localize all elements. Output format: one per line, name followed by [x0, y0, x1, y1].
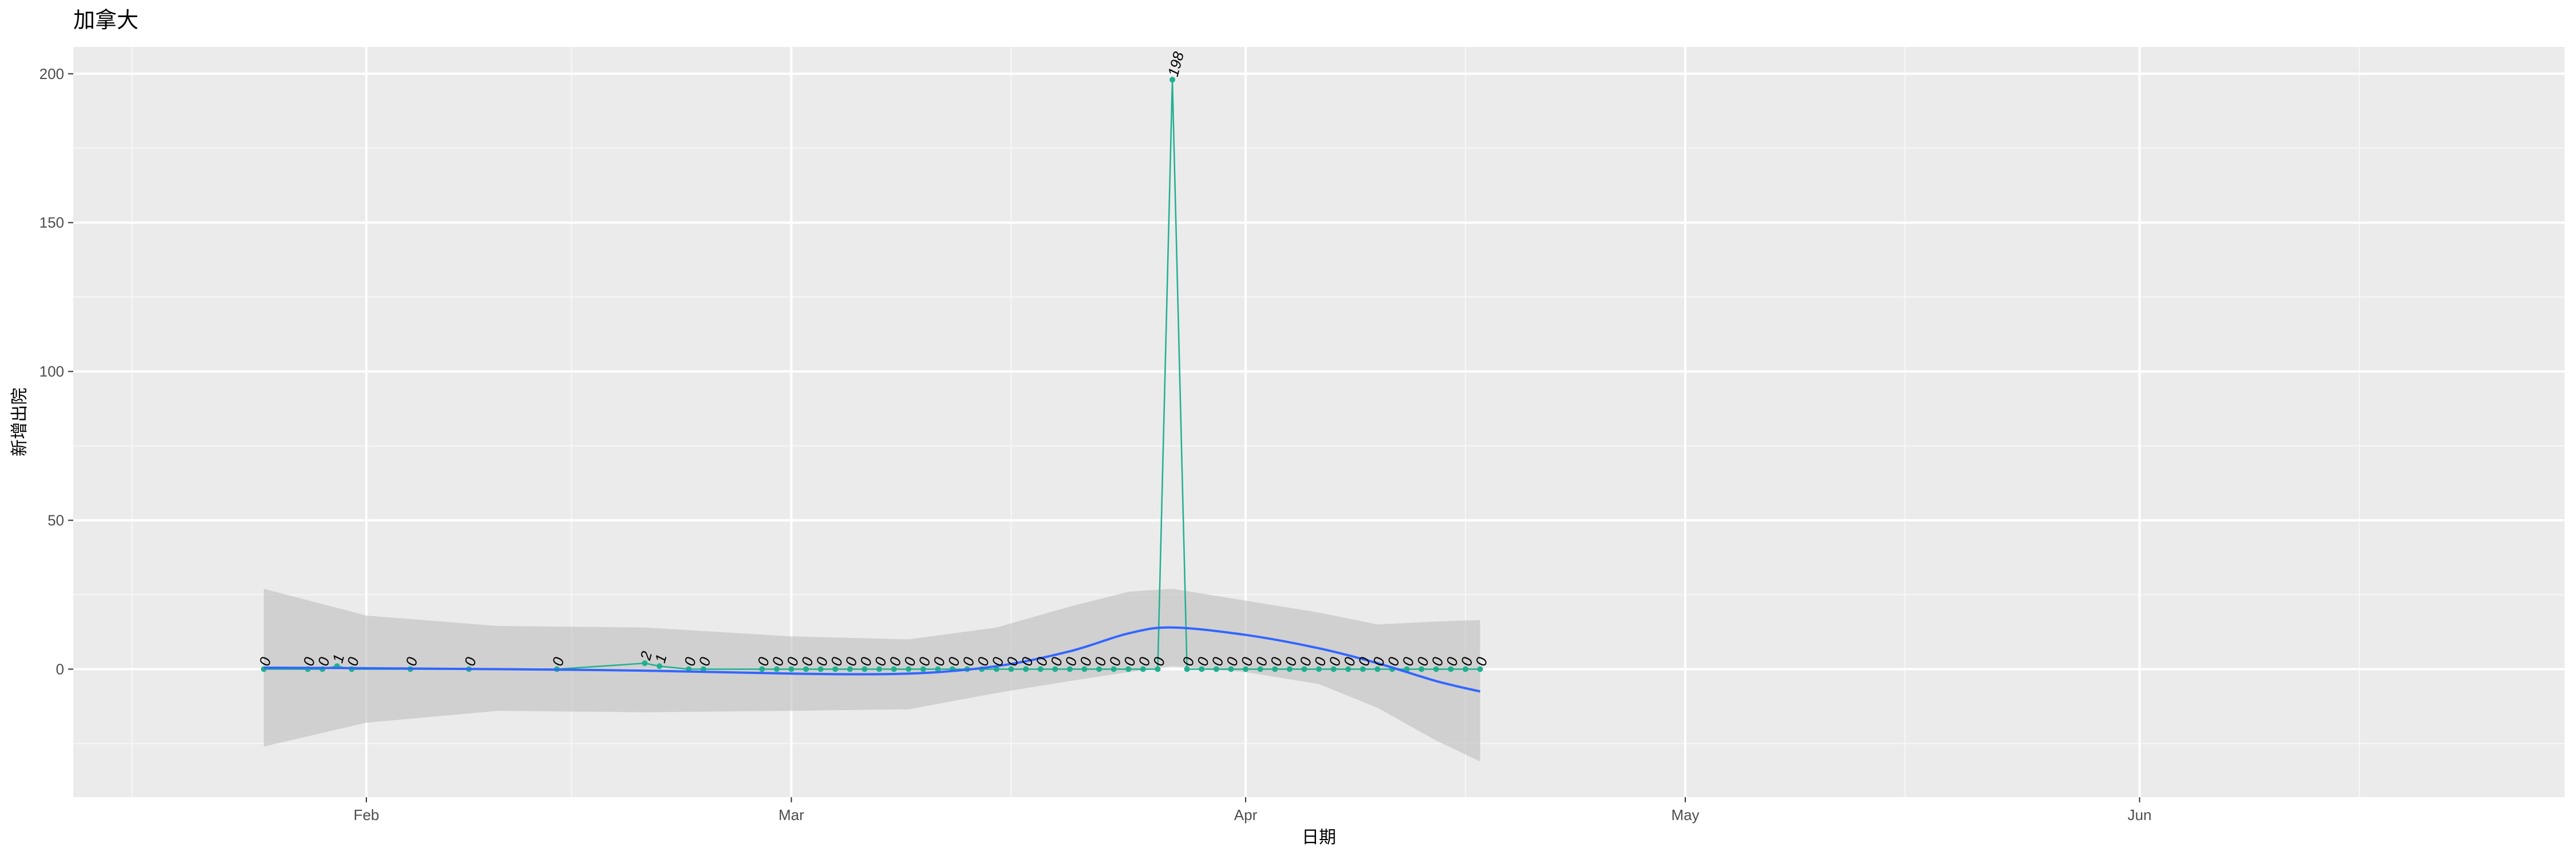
data-point [891, 666, 897, 672]
data-point [657, 663, 662, 669]
data-point [1199, 666, 1205, 672]
data-point [788, 666, 795, 672]
y-tick-label: 50 [48, 512, 64, 529]
y-tick-label: 150 [39, 214, 64, 231]
data-point [1066, 666, 1073, 672]
data-point [1286, 666, 1293, 672]
data-point [1170, 77, 1175, 83]
grid-minor [73, 47, 2565, 797]
x-tick-label: May [1671, 806, 1699, 823]
data-point [920, 666, 926, 672]
data-point [906, 666, 912, 672]
x-tick-label: Feb [354, 806, 380, 823]
data-point [1448, 666, 1454, 672]
y-tick-label: 0 [56, 660, 64, 677]
smooth-fit-layer [263, 626, 1481, 693]
x-axis-title: 日期 [1302, 828, 1336, 847]
data-point [1155, 666, 1161, 672]
data-point [1477, 666, 1483, 672]
data-point [832, 666, 839, 672]
data-point [803, 666, 809, 672]
data-point [1374, 666, 1381, 672]
data-point [935, 666, 941, 672]
data-point [1081, 666, 1088, 672]
data-point [862, 666, 868, 672]
y-axis-ticks: 0 50 100 150 200 [39, 65, 73, 677]
data-point [759, 666, 765, 672]
y-tick-label: 200 [39, 65, 64, 82]
x-axis-ticks: Feb Mar Apr May Jun [354, 797, 2152, 823]
data-point [1037, 666, 1044, 672]
data-point [1008, 666, 1014, 672]
data-point [1419, 666, 1425, 672]
data-point [1243, 666, 1249, 672]
x-tick-label: Jun [2128, 806, 2152, 823]
data-point [1360, 666, 1366, 672]
data-point [1184, 666, 1190, 672]
data-point [1463, 666, 1468, 672]
data-point [1052, 666, 1058, 672]
data-point [1330, 666, 1337, 672]
data-point [1096, 666, 1102, 672]
data-point [993, 666, 999, 672]
data-point [876, 666, 882, 672]
data-point [1228, 666, 1234, 672]
data-point [1433, 666, 1439, 672]
data-point [1125, 666, 1132, 672]
data-point [1213, 666, 1219, 672]
data-point [700, 666, 706, 672]
data-point [817, 666, 824, 672]
chart-title: 加拿大 [73, 9, 139, 33]
data-point [847, 666, 853, 672]
data-point [1301, 666, 1307, 672]
data-point [1316, 666, 1322, 672]
data-point [773, 666, 780, 672]
y-axis-title: 新增出院 [10, 388, 29, 456]
y-tick-label: 100 [39, 363, 64, 380]
x-tick-label: Mar [779, 806, 804, 823]
data-point [1272, 666, 1278, 672]
data-point [1111, 666, 1117, 672]
x-tick-label: Apr [1234, 806, 1258, 823]
data-point [1345, 666, 1352, 672]
data-point [642, 660, 648, 667]
data-point [1023, 666, 1029, 672]
data-point [1257, 666, 1263, 672]
smooth-fit-line [263, 626, 1481, 693]
data-point [1140, 666, 1146, 672]
